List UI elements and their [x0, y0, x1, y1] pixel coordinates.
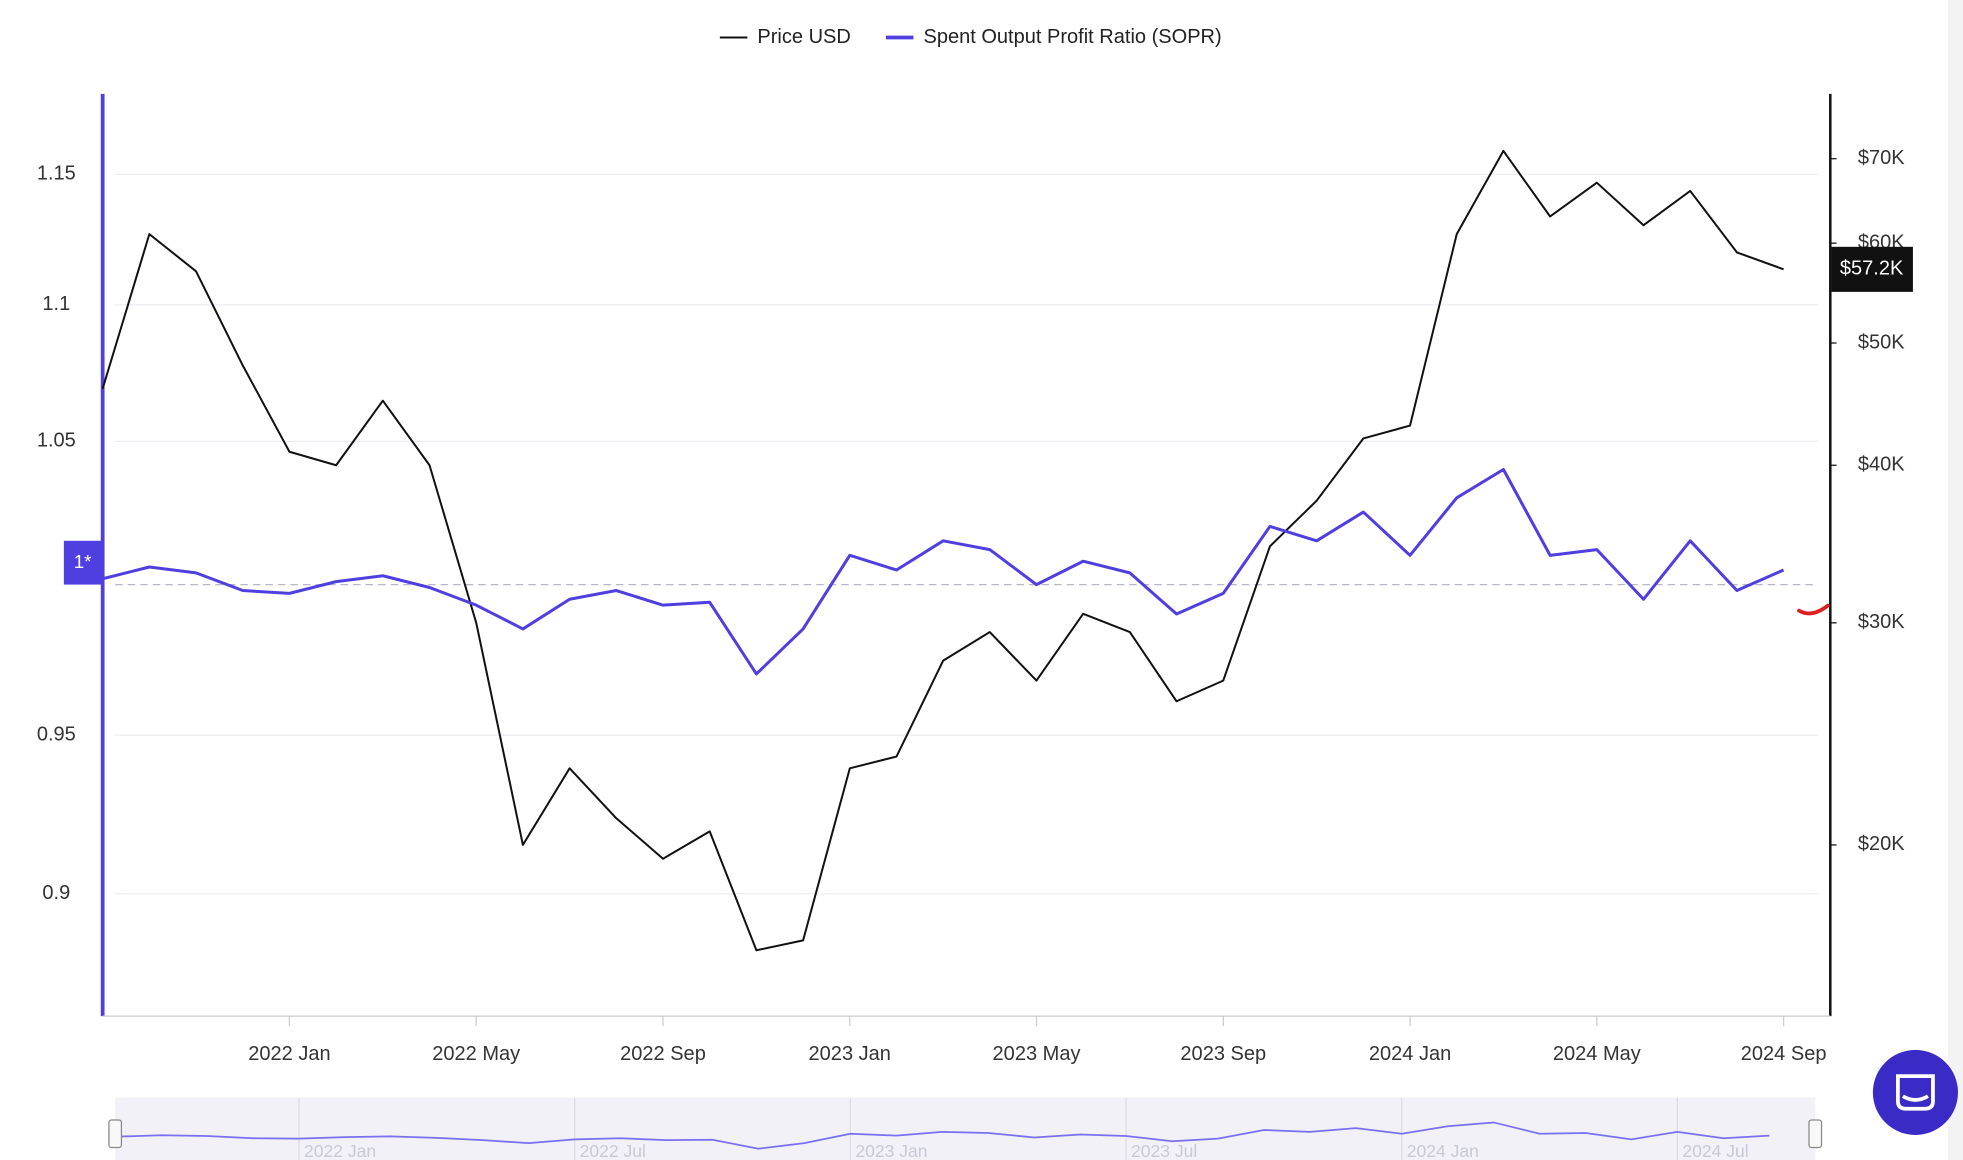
navigator-label: 2022 Jan [304, 1141, 376, 1160]
navigator-label: 2023 Jan [855, 1141, 927, 1160]
navigator-label: 2024 Jul [1682, 1141, 1748, 1160]
y-tick-label: 0.9 [42, 882, 70, 904]
y-tick-label: 0.95 [37, 723, 76, 745]
y2-tick-label: $30K [1858, 611, 1905, 633]
chat-button[interactable] [1872, 1049, 1958, 1135]
y-tick-label: 1.05 [37, 430, 76, 452]
navigator-line [115, 1121, 1770, 1150]
x-tick-label: 2024 Sep [1741, 1043, 1827, 1065]
navigator-label: 2022 Jul [580, 1141, 646, 1160]
navigator-label: 2023 Jul [1131, 1141, 1197, 1160]
chat-icon [1896, 1074, 1935, 1111]
scrollbar[interactable] [1947, 0, 1963, 1160]
y-tick-label: 1.15 [37, 163, 76, 185]
navigator[interactable] [115, 1097, 1816, 1160]
series-line [102, 468, 1785, 676]
y-tick-label: 1* [74, 551, 92, 572]
legend-label: Price USD [757, 26, 850, 48]
navigator-label: 2024 Jan [1407, 1141, 1479, 1160]
x-tick-label: 2023 Jan [809, 1043, 891, 1065]
x-tick-label: 2022 May [432, 1043, 520, 1065]
x-tick-label: 2022 Jan [248, 1043, 330, 1065]
navigator-handle[interactable] [108, 1119, 123, 1149]
legend-label: Spent Output Profit Ratio (SOPR) [923, 26, 1221, 48]
y2-tick-label: $50K [1858, 331, 1905, 353]
x-tick-label: 2022 Sep [620, 1043, 706, 1065]
x-tick-label: 2024 Jan [1369, 1043, 1451, 1065]
y-tick-badge [63, 540, 102, 585]
last-value-badge [1831, 246, 1913, 292]
y2-tick-label: $40K [1858, 454, 1905, 476]
y2-tick-label: $70K [1858, 147, 1905, 169]
x-tick-label: 2023 Sep [1180, 1043, 1266, 1065]
last-value-label: $57.2K [1840, 258, 1904, 280]
navigator-handle[interactable] [1808, 1119, 1823, 1149]
series-line [101, 149, 1784, 952]
x-tick-label: 2023 May [993, 1043, 1081, 1065]
y2-tick-label: $20K [1858, 833, 1905, 855]
x-tick-label: 2024 May [1553, 1043, 1641, 1065]
annotation-mark [1797, 603, 1830, 616]
y-tick-label: 1.1 [42, 293, 70, 315]
